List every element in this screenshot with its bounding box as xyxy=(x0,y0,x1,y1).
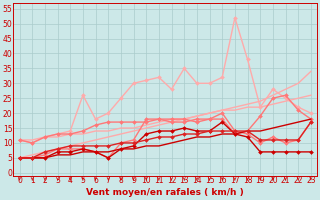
X-axis label: Vent moyen/en rafales ( km/h ): Vent moyen/en rafales ( km/h ) xyxy=(86,188,244,197)
